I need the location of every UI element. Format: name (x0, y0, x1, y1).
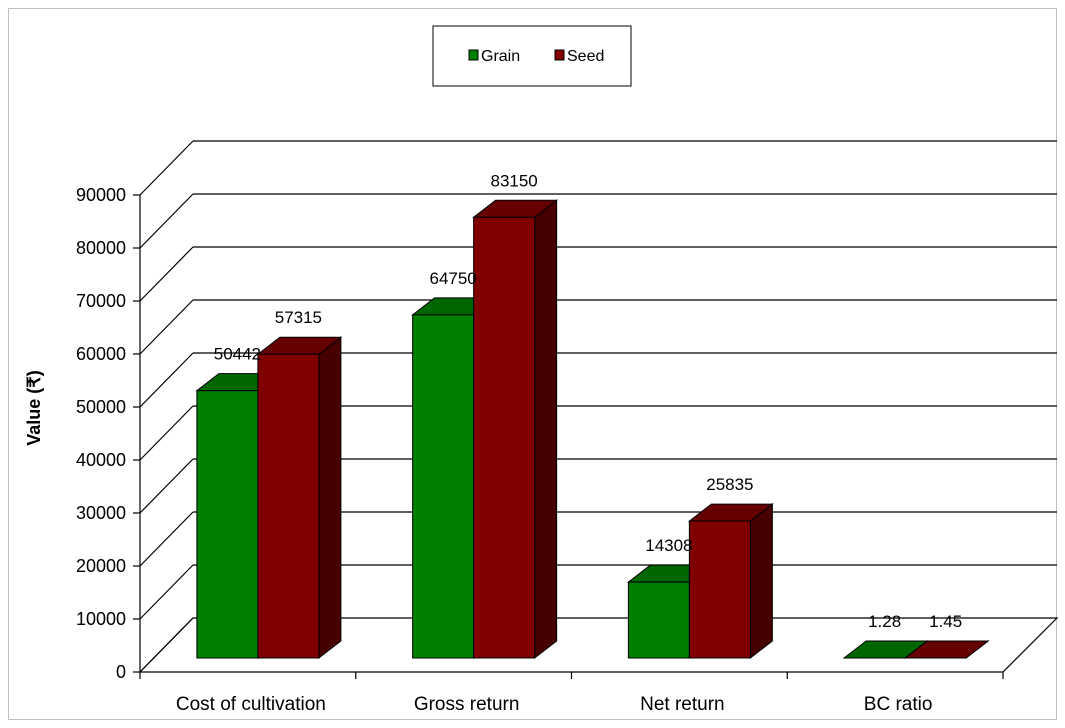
x-tick-label: BC ratio (864, 694, 933, 715)
data-label: 1.45 (929, 612, 962, 631)
y-axis-tick-labels: 0 10000 20000 30000 40000 50000 60000 70000 8000… (76, 185, 126, 682)
data-label: 1.28 (868, 612, 901, 631)
y-tick-label: 10000 (76, 609, 126, 629)
y-tick-label: 20000 (76, 556, 126, 576)
bar-seed (256, 336, 343, 660)
bar-front (257, 353, 320, 659)
bar-front (412, 314, 475, 659)
y-tick-label: 40000 (76, 450, 126, 470)
legend-label-grain: Grain (481, 48, 520, 65)
bar-side (534, 199, 558, 660)
legend-swatch-seed (554, 49, 565, 61)
data-labels: 50442 57315 64750 83150 14308 25835 1.28 1.45 (214, 171, 962, 631)
y-tick-label: 80000 (76, 238, 126, 258)
data-label: 83150 (490, 171, 537, 190)
bar-seed (687, 503, 774, 660)
y-tick-label: 60000 (76, 344, 126, 364)
y-tick-label: 30000 (76, 503, 126, 523)
x-tick-label: Net return (640, 694, 724, 715)
gridline-diagonal (139, 405, 194, 461)
bar-seed (472, 199, 559, 660)
legend: Grain Seed (432, 25, 632, 87)
data-label: 64750 (429, 269, 476, 288)
gridline-diagonal (139, 140, 194, 196)
data-label: 14308 (645, 536, 692, 555)
y-tick-label: 70000 (76, 291, 126, 311)
y-axis-title: Value (₹) (24, 370, 44, 445)
gridline-diagonal (139, 617, 194, 673)
gridline-diagonal (139, 564, 194, 620)
bar-seed (903, 639, 990, 660)
y-tick-label: 90000 (76, 185, 126, 205)
bar-side (749, 503, 773, 660)
x-axis-category-labels: Cost of cultivation Gross return Net retur… (176, 694, 933, 715)
bars (195, 199, 990, 660)
bar-side (318, 336, 342, 660)
data-label: 57315 (275, 308, 322, 327)
gridline-diagonal (139, 458, 194, 514)
bar-front (196, 390, 259, 659)
gridline-diagonal (139, 246, 194, 302)
data-label: 25835 (706, 475, 753, 494)
bar-front (688, 520, 751, 659)
x-tick-label: Gross return (414, 694, 520, 715)
y-tick-label: 50000 (76, 397, 126, 417)
x-tick-label: Cost of cultivation (176, 694, 326, 715)
data-label: 50442 (214, 345, 261, 364)
legend-label-seed: Seed (567, 48, 604, 65)
y-tick-label: 0 (116, 662, 126, 682)
legend-box (432, 25, 632, 87)
gridline-diagonal (139, 352, 194, 408)
legend-swatch-grain (468, 49, 479, 61)
bar-front (627, 581, 690, 659)
gridline-diagonal (139, 193, 194, 249)
gridline-diagonal (139, 511, 194, 567)
gridline-diagonal (139, 299, 194, 355)
bar-front (473, 216, 536, 659)
